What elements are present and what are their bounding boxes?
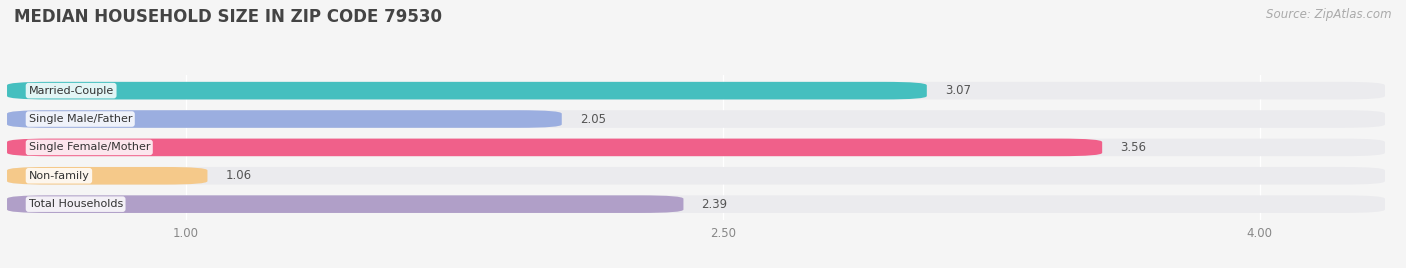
Text: Total Households: Total Households xyxy=(28,199,122,209)
Text: 2.39: 2.39 xyxy=(702,198,727,211)
Text: Source: ZipAtlas.com: Source: ZipAtlas.com xyxy=(1267,8,1392,21)
Text: MEDIAN HOUSEHOLD SIZE IN ZIP CODE 79530: MEDIAN HOUSEHOLD SIZE IN ZIP CODE 79530 xyxy=(14,8,441,26)
FancyBboxPatch shape xyxy=(7,139,1102,156)
Text: 3.07: 3.07 xyxy=(945,84,970,97)
FancyBboxPatch shape xyxy=(7,195,683,213)
Text: Single Male/Father: Single Male/Father xyxy=(28,114,132,124)
Text: 2.05: 2.05 xyxy=(579,113,606,125)
FancyBboxPatch shape xyxy=(7,195,1385,213)
Text: 1.06: 1.06 xyxy=(225,169,252,182)
FancyBboxPatch shape xyxy=(7,82,927,99)
FancyBboxPatch shape xyxy=(7,110,562,128)
Text: Single Female/Mother: Single Female/Mother xyxy=(28,142,150,152)
Text: Non-family: Non-family xyxy=(28,171,90,181)
Text: Married-Couple: Married-Couple xyxy=(28,86,114,96)
FancyBboxPatch shape xyxy=(7,82,1385,99)
Text: 3.56: 3.56 xyxy=(1121,141,1146,154)
FancyBboxPatch shape xyxy=(7,167,1385,185)
FancyBboxPatch shape xyxy=(7,110,1385,128)
FancyBboxPatch shape xyxy=(7,139,1385,156)
FancyBboxPatch shape xyxy=(7,167,208,185)
